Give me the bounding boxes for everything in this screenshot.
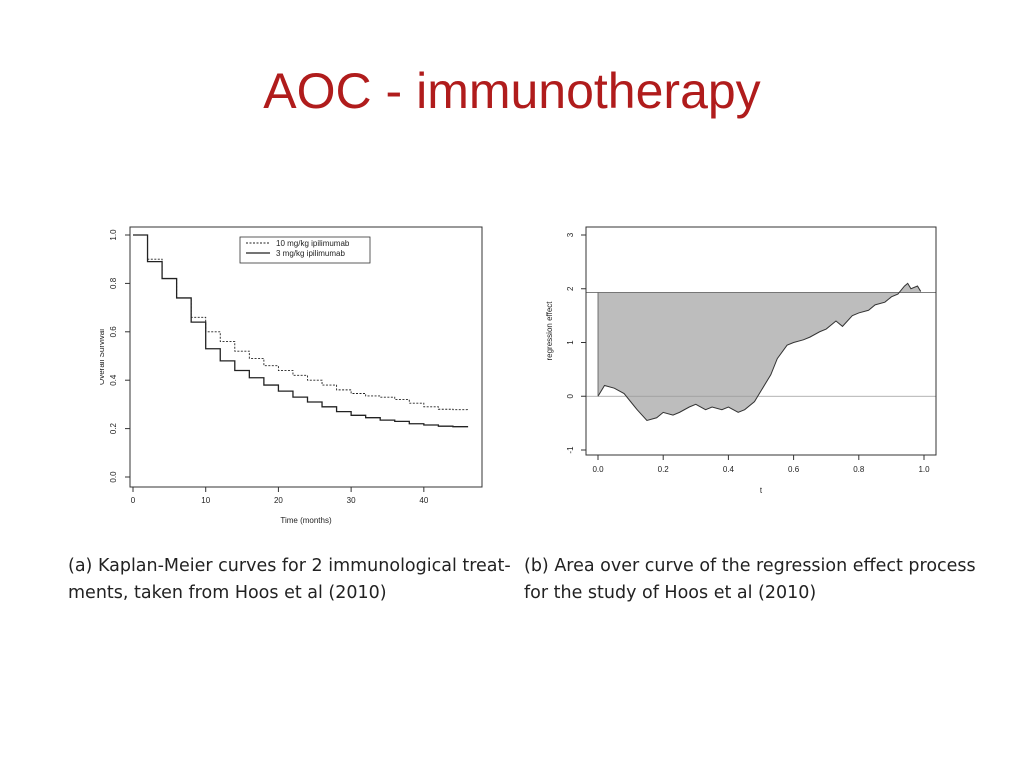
slide-title: AOC - immunotherapy xyxy=(263,63,761,119)
y-tick-label: 1 xyxy=(566,340,575,345)
y-tick-label: 1.0 xyxy=(109,229,118,241)
area-over-curve xyxy=(598,283,921,421)
caption-a: (a) Kaplan-Meier curves for 2 immunologi… xyxy=(68,553,520,607)
regression-effect-chart: 0.0 0.2 0.4 0.6 0.8 1.0 -1 0 1 2 3 t regression effe… xyxy=(545,226,937,495)
y-tick-label: 3 xyxy=(566,232,575,237)
y-axis-label: regression effect xyxy=(545,301,554,361)
caption-a-line1: (a) Kaplan-Meier curves for 2 immunologi… xyxy=(68,556,511,576)
y-axis-label: Overall Survival xyxy=(100,329,106,385)
x-tick-label: 20 xyxy=(274,496,283,505)
legend-box xyxy=(239,236,371,264)
plot-frame xyxy=(585,226,937,456)
km-curves-chart: 0 10 20 30 40 0.0 0.2 0.4 0.6 0.8 1.0 Time (months)… xyxy=(100,226,483,525)
x-tick-label: 10 xyxy=(201,496,210,505)
legend-entry-2: 3 mg/kg ipilimumab xyxy=(276,249,345,258)
caption-b-line1: (b) Area over curve of the regression ef… xyxy=(524,556,976,576)
y-tick-label: -1 xyxy=(566,446,575,454)
x-tick-label: 1.0 xyxy=(918,465,930,474)
x-tick-label: 30 xyxy=(347,496,356,505)
plot-frame xyxy=(129,226,483,488)
x-tick-label: 0.6 xyxy=(788,465,800,474)
x-tick-label: 40 xyxy=(419,496,428,505)
y-tick-label: 2 xyxy=(566,286,575,291)
y-tick-label: 0 xyxy=(566,393,575,398)
legend-entry-1: 10 mg/kg ipilimumab xyxy=(276,239,350,248)
x-tick-label: 0.8 xyxy=(853,465,865,474)
caption-b-line2: for the study of Hoos et al (2010) xyxy=(524,583,817,603)
y-tick-label: 0.2 xyxy=(109,422,118,434)
x-tick-label: 0.4 xyxy=(723,465,735,474)
x-axis-label: Time (months) xyxy=(280,516,332,525)
x-tick-label: 0.2 xyxy=(658,465,670,474)
x-tick-label: 0 xyxy=(131,496,136,505)
y-tick-label: 0.4 xyxy=(109,374,118,386)
y-tick-label: 0.8 xyxy=(109,277,118,289)
y-tick-label: 0.0 xyxy=(109,471,118,483)
regression-effect-line xyxy=(597,282,922,422)
x-tick-label: 0.0 xyxy=(592,465,604,474)
caption-a-line2: ments, taken from Hoos et al (2010) xyxy=(68,583,387,603)
km-series-line-2 xyxy=(133,234,469,428)
caption-b: (b) Area over curve of the regression ef… xyxy=(524,553,984,607)
x-axis-label: t xyxy=(760,486,763,495)
y-tick-label: 0.6 xyxy=(109,326,118,338)
